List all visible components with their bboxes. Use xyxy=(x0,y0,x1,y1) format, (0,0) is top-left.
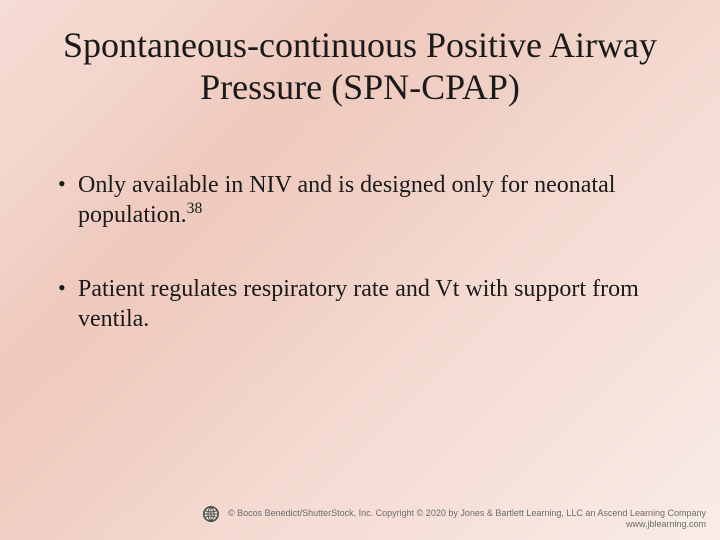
slide-title: Spontaneous-continuous Positive Airway P… xyxy=(60,24,660,109)
bullet-marker: • xyxy=(58,274,78,334)
bullet-marker: • xyxy=(58,170,78,230)
bullet-text-main: Patient regulates respiratory rate and V… xyxy=(78,276,639,332)
bullet-superscript: 38 xyxy=(187,200,203,217)
bullet-text: Only available in NIV and is designed on… xyxy=(78,170,662,230)
copyright-line-2: www.jblearning.com xyxy=(228,519,706,530)
bullet-text: Patient regulates respiratory rate and V… xyxy=(78,274,662,334)
slide: Spontaneous-continuous Positive Airway P… xyxy=(0,0,720,540)
bullet-text-main: Only available in NIV and is designed on… xyxy=(78,172,615,228)
slide-body: • Only available in NIV and is designed … xyxy=(58,170,662,378)
copyright-text: © Bocos Benedict/ShutterStock, Inc. Copy… xyxy=(228,508,706,531)
bullet-item: • Patient regulates respiratory rate and… xyxy=(58,274,662,334)
globe-icon xyxy=(202,505,220,523)
copyright-line-1: © Bocos Benedict/ShutterStock, Inc. Copy… xyxy=(228,508,706,519)
bullet-item: • Only available in NIV and is designed … xyxy=(58,170,662,230)
slide-footer: © Bocos Benedict/ShutterStock, Inc. Copy… xyxy=(202,505,706,530)
